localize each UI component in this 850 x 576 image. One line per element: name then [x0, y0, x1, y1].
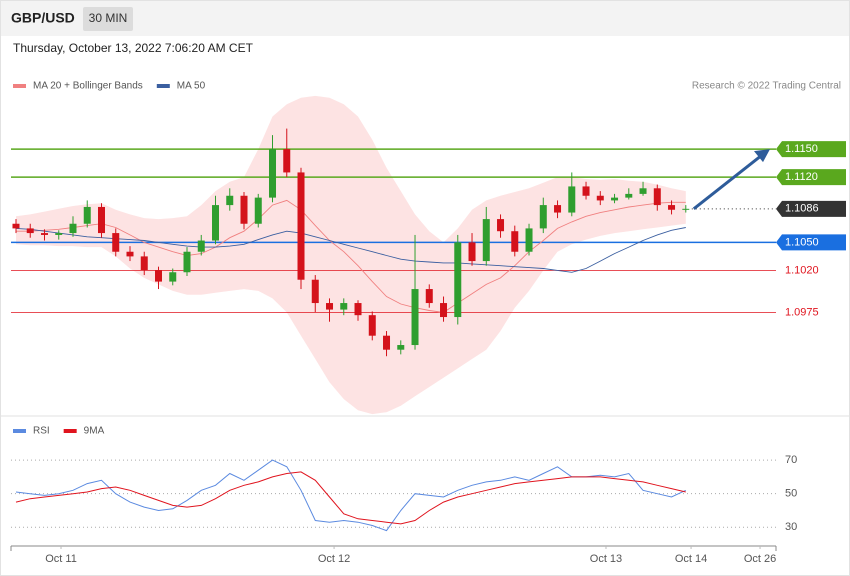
- candle-body: [183, 251, 191, 273]
- candle-body: [340, 303, 348, 310]
- header-bar: [1, 1, 849, 36]
- candle-body: [55, 233, 63, 235]
- candle-body: [169, 272, 177, 282]
- candle-body: [653, 188, 661, 206]
- candle-body: [554, 205, 562, 213]
- candle-body: [197, 240, 205, 252]
- candle-body: [454, 242, 462, 318]
- level-label: 1.0975: [785, 306, 819, 318]
- legend-label: RSI: [33, 426, 50, 437]
- credit: Research © 2022 Trading Central: [692, 81, 841, 92]
- candle-body: [383, 335, 391, 350]
- candle-body: [397, 345, 405, 350]
- candle-body: [368, 315, 376, 336]
- candle-body: [511, 231, 519, 252]
- legend-swatch: [13, 429, 26, 433]
- candle-body: [482, 219, 490, 262]
- level-tag: [776, 200, 846, 217]
- symbol: GBP/USD: [11, 10, 75, 26]
- x-tick-label: Oct 13: [590, 553, 622, 565]
- candle-body: [411, 289, 419, 346]
- candle-body: [69, 223, 77, 234]
- candle-body: [212, 205, 220, 241]
- candle-body: [12, 223, 20, 229]
- candle-body: [525, 228, 533, 252]
- candle-body: [440, 303, 448, 318]
- candle-body: [354, 303, 362, 316]
- level-label: 1.1020: [785, 264, 819, 276]
- x-tick-label: Oct 11: [45, 553, 77, 565]
- candle-body: [539, 205, 547, 229]
- legend-label: MA 50: [177, 81, 206, 92]
- candle-body: [97, 206, 105, 234]
- legend-label: 9MA: [84, 426, 105, 437]
- candle-body: [83, 206, 91, 224]
- candle-body: [611, 197, 619, 201]
- candle-body: [226, 195, 234, 206]
- candle-body: [311, 279, 319, 304]
- forecast-arrow: [692, 153, 763, 210]
- candle-body: [240, 195, 248, 224]
- ma-line: [16, 199, 686, 313]
- candle-body: [326, 303, 334, 310]
- interval-badge[interactable]: [83, 7, 133, 31]
- candle-body: [297, 172, 305, 280]
- bollinger-band: [16, 95, 686, 415]
- legend-swatch: [13, 84, 26, 88]
- ma-line: [15, 227, 686, 273]
- y-tick-label: 30: [785, 521, 797, 533]
- candle-body: [682, 208, 690, 210]
- level-tag: [776, 141, 846, 158]
- candle-body: [497, 219, 505, 232]
- candle-body: [425, 289, 433, 304]
- x-tick-label: Oct 26: [744, 553, 776, 565]
- y-tick-label: 50: [785, 488, 797, 500]
- candle-body: [596, 195, 604, 201]
- level-label: 1.1050: [785, 236, 819, 248]
- forecast-arrowhead: [754, 149, 770, 163]
- legend-swatch: [156, 84, 170, 88]
- y-tick-label: 70: [785, 454, 797, 466]
- x-tick-label: Oct 12: [318, 553, 350, 565]
- level-tag: [776, 169, 846, 186]
- candle-body: [269, 149, 277, 198]
- rsi-line: [15, 471, 686, 525]
- legend-swatch: [63, 429, 77, 433]
- candle-body: [283, 149, 291, 173]
- candle-body: [112, 233, 120, 252]
- candle-body: [40, 233, 48, 235]
- candle-body: [668, 205, 676, 210]
- candle-body: [154, 270, 162, 282]
- x-tick-label: Oct 14: [675, 553, 707, 565]
- legend-label: MA 20 + Bollinger Bands: [33, 81, 143, 92]
- candle-body: [126, 251, 134, 257]
- interval[interactable]: 30 MIN: [89, 11, 128, 25]
- level-label: 1.1120: [785, 171, 818, 183]
- candle-body: [468, 242, 476, 262]
- level-label: 1.1150: [785, 143, 818, 155]
- candle-body: [140, 256, 148, 271]
- timestamp: Thursday, October 13, 2022 7:06:20 AM CE…: [13, 41, 254, 55]
- candle-body: [254, 197, 262, 224]
- candle-body: [625, 193, 633, 198]
- candle-body: [582, 186, 590, 196]
- candle-body: [639, 188, 647, 194]
- level-label: 1.1086: [785, 203, 819, 215]
- candle-body: [26, 228, 34, 234]
- level-tag: [776, 234, 846, 251]
- candle-body: [568, 186, 576, 213]
